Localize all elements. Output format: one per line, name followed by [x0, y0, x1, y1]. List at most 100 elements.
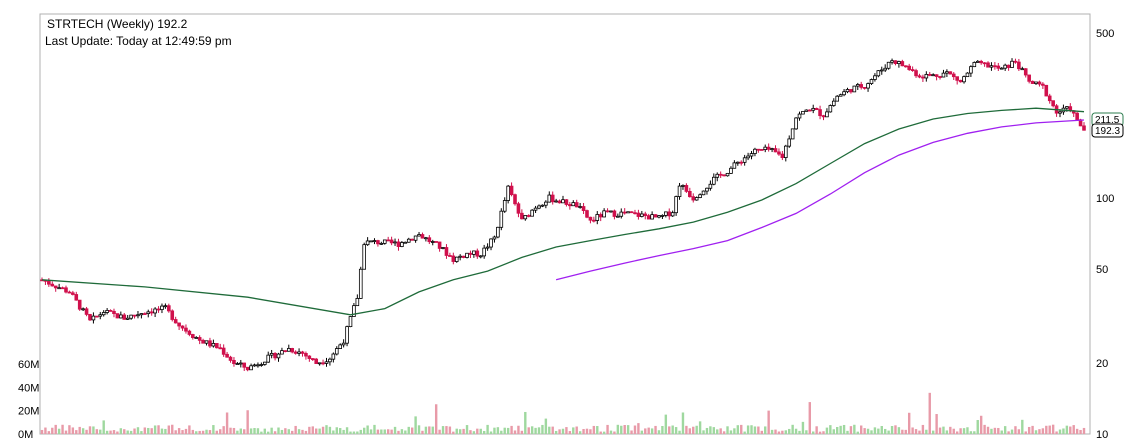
candle-body: [235, 363, 240, 365]
candle-body: [951, 73, 956, 78]
volume-bar: [1045, 425, 1048, 434]
volume-bar: [147, 427, 150, 434]
candle-body: [74, 294, 79, 301]
candle-body: [57, 287, 61, 290]
volume-bar: [1010, 429, 1014, 434]
volume-bar: [301, 429, 304, 434]
candle-body: [424, 237, 428, 240]
candle-body: [81, 308, 85, 311]
candle-body: [708, 183, 713, 189]
candle-body: [849, 89, 853, 93]
candle-body: [787, 138, 792, 147]
volume-bar: [462, 428, 465, 434]
candle-body: [568, 204, 572, 207]
volume-bar: [304, 430, 308, 434]
volume-bar: [177, 428, 181, 434]
volume-bar: [424, 426, 428, 434]
candle-body: [509, 185, 514, 196]
candle-body: [845, 89, 850, 93]
candle-body: [883, 67, 887, 71]
candle-body: [115, 313, 120, 319]
volume-bar: [524, 411, 527, 434]
volume-bar: [949, 426, 952, 434]
volume-bar: [1003, 426, 1007, 434]
candle-body: [612, 210, 617, 217]
candle-body: [893, 60, 898, 65]
candle-body: [958, 79, 963, 83]
candle-body: [396, 241, 401, 247]
volume-bar: [812, 431, 815, 434]
candle-body: [47, 280, 51, 285]
candle-body: [64, 287, 68, 293]
volume-bar: [925, 429, 928, 434]
volume-bar: [287, 429, 290, 434]
candle-body: [197, 337, 202, 341]
candle-body: [297, 351, 301, 354]
candle-body: [400, 242, 404, 247]
volume-bar: [448, 426, 452, 434]
volume-bar: [733, 428, 736, 434]
candle-body: [931, 74, 935, 77]
volume-bar: [846, 430, 849, 434]
volume-bar: [1065, 425, 1069, 434]
candle-body: [194, 337, 199, 339]
volume-bar: [575, 426, 578, 434]
candle-body: [259, 364, 264, 366]
candle-body: [262, 361, 267, 365]
volume-bar: [328, 426, 332, 434]
volume-bar: [836, 426, 839, 434]
candle-body: [640, 213, 644, 217]
candle-body: [855, 84, 860, 87]
candle-body: [523, 215, 528, 220]
volume-bar: [664, 414, 668, 434]
volume-bar: [133, 428, 136, 434]
volume-tick-label: 20M: [18, 406, 39, 418]
volume-bar: [681, 412, 685, 434]
candle-body: [934, 74, 939, 77]
volume-bar: [311, 426, 314, 434]
candle-body: [965, 72, 970, 78]
volume-bar: [914, 429, 918, 434]
candle-body: [132, 314, 137, 317]
volume-bar: [955, 431, 959, 434]
volume-bar: [181, 430, 184, 434]
volume-bar: [219, 429, 222, 434]
volume-bar: [582, 428, 585, 434]
candle-body: [585, 210, 589, 218]
volume-bar: [554, 430, 558, 434]
volume-bar: [863, 428, 866, 434]
candle-body: [252, 364, 257, 367]
candle-body: [948, 71, 953, 75]
volume-bar: [647, 427, 650, 434]
volume-bar: [359, 429, 362, 434]
volume-bar: [455, 428, 458, 434]
candle-body: [1044, 84, 1049, 97]
chart-title: STRTECH (Weekly) 192.2: [47, 17, 188, 31]
candle-body: [266, 354, 271, 363]
candle-body: [444, 247, 449, 256]
candle-body: [355, 298, 360, 307]
candle-body: [376, 240, 380, 245]
candle-body: [866, 83, 870, 89]
volume-bar: [397, 430, 400, 434]
volume-bar: [650, 428, 654, 434]
volume-bar: [527, 427, 530, 434]
volume-bar: [315, 428, 318, 434]
volume-bar: [722, 431, 726, 434]
candles-layer: [40, 58, 1086, 372]
candle-body: [218, 347, 223, 350]
candle-body: [256, 364, 260, 367]
volume-bar: [1038, 429, 1041, 434]
volume-bar: [410, 427, 414, 434]
volume-bar: [239, 428, 243, 434]
candle-body: [324, 361, 329, 364]
volume-bar: [75, 430, 78, 434]
candle-body: [688, 191, 692, 198]
candle-body: [502, 200, 507, 212]
volume-bar: [369, 429, 373, 434]
volume-bar: [764, 426, 767, 434]
candle-body: [1006, 64, 1011, 68]
candle-body: [852, 85, 857, 93]
